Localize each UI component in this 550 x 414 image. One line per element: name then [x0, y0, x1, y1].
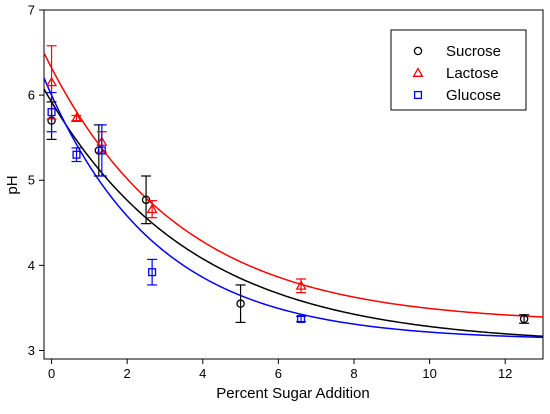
data-point-lactose	[295, 280, 307, 290]
x-tick-label: 10	[422, 366, 436, 381]
legend-label-lactose: Lactose	[446, 65, 499, 82]
data-point-lactose	[70, 112, 83, 123]
fit-curve-lactose	[43, 52, 544, 318]
data-point-glucose	[47, 108, 56, 117]
legend-label-glucose: Glucose	[446, 87, 501, 104]
y-tick-label: 4	[28, 258, 35, 273]
fit-curve-sucrose	[43, 88, 544, 338]
fit-curve-glucose	[43, 77, 544, 339]
legend-box	[390, 29, 527, 111]
y-axis: 3 4 5 6 7	[28, 3, 44, 358]
y-tick-label: 5	[28, 173, 35, 188]
data-point-glucose	[148, 268, 157, 277]
data-points	[46, 45, 530, 324]
y-axis-title: pH	[4, 175, 21, 194]
legend-marker-lactose	[412, 67, 424, 77]
x-tick-label: 4	[199, 366, 206, 381]
data-point-sucrose	[141, 195, 151, 205]
x-tick-label: 2	[124, 366, 131, 381]
data-point-lactose	[46, 76, 58, 87]
y-tick-label: 7	[28, 3, 35, 18]
x-tick-label: 6	[275, 366, 282, 381]
data-point-glucose	[297, 314, 306, 324]
legend-marker-sucrose	[413, 46, 423, 56]
y-tick-label: 6	[28, 88, 35, 103]
data-point-glucose	[72, 150, 81, 159]
data-point-glucose	[97, 146, 106, 155]
x-tick-label: 0	[48, 366, 55, 381]
legend: Sucrose Lactose Glucose	[390, 29, 527, 111]
data-point-lactose	[146, 203, 158, 214]
data-point-sucrose	[519, 314, 529, 324]
data-point-sucrose	[236, 299, 245, 308]
x-axis-title: Percent Sugar Addition	[216, 385, 369, 402]
legend-label-sucrose: Sucrose	[446, 43, 501, 60]
y-tick-label: 3	[28, 343, 35, 358]
x-tick-label: 12	[498, 366, 512, 381]
fit-curves	[43, 52, 544, 339]
legend-marker-glucose	[413, 90, 423, 100]
x-axis: 0 2 4 6 8 10 12	[48, 359, 512, 381]
x-tick-label: 8	[350, 366, 357, 381]
